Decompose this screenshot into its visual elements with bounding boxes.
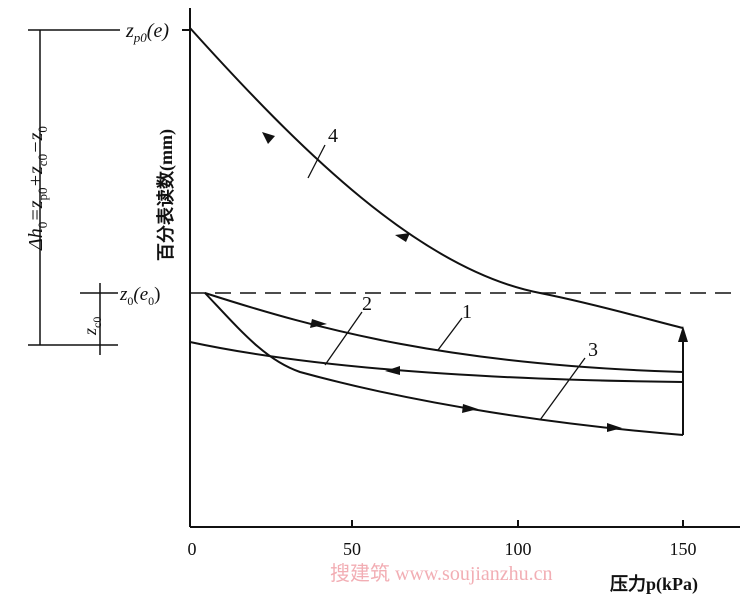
sub: 0 <box>35 222 50 229</box>
sym: (e) <box>147 20 170 42</box>
sym: +z <box>25 166 47 187</box>
sub: p0 <box>35 187 50 200</box>
x-tick-labels: 0 50 100 150 <box>188 539 697 559</box>
curve-2 <box>189 341 684 383</box>
axes <box>182 8 740 528</box>
x-tick-label: 100 <box>505 539 532 559</box>
x-tick-label: 150 <box>670 539 697 559</box>
leader <box>324 311 363 366</box>
leader <box>307 144 326 179</box>
delta-label: Δh0=zp0+zc0−z0 <box>25 126 50 251</box>
leader <box>437 317 463 351</box>
y-mid-label: z0(e0) <box>119 284 161 308</box>
sub: 0 <box>127 294 133 308</box>
arrow <box>678 326 688 342</box>
watermark: 搜建筑 www.soujianzhu.cn <box>330 562 553 585</box>
curve-label: 2 <box>362 293 372 315</box>
arrow <box>462 404 478 413</box>
sub: c0 <box>90 317 104 328</box>
sym: z <box>125 20 134 42</box>
sub: p0 <box>133 30 148 45</box>
arrow <box>607 423 622 432</box>
curve-3 <box>204 292 684 436</box>
x-tick-label: 0 <box>188 539 197 559</box>
sym: ) <box>154 284 160 305</box>
sym: Δh <box>25 228 47 251</box>
zc0-label: zc0 <box>80 317 104 336</box>
arrow <box>395 233 410 242</box>
brackets <box>28 29 120 355</box>
arrow <box>385 366 400 375</box>
sym: z <box>80 328 100 336</box>
arrowheads <box>262 132 688 432</box>
sym: =z <box>25 200 47 221</box>
curve-label: 1 <box>462 301 472 323</box>
leader <box>539 357 586 421</box>
curve-1 <box>204 292 684 373</box>
sub: 0 <box>148 294 154 308</box>
x-tick-label: 50 <box>343 539 361 559</box>
sub: 0 <box>35 126 50 133</box>
curve-label: 4 <box>328 125 338 147</box>
x-axis-title: 压力p(kPa) <box>610 574 698 595</box>
sub: c0 <box>35 154 50 166</box>
arrow <box>262 132 275 144</box>
curve-labels: 4 1 2 3 <box>328 125 598 361</box>
sym: (e <box>133 284 148 305</box>
sym: z <box>119 284 128 305</box>
curve-label: 3 <box>588 339 598 361</box>
y-axis-title: 百分表读数(mm) <box>155 129 177 261</box>
curve-4 <box>189 27 684 329</box>
y-top-label: zp0(e) <box>125 20 169 45</box>
sym: −z <box>25 132 47 153</box>
arrow <box>310 319 327 328</box>
curves <box>189 27 684 436</box>
